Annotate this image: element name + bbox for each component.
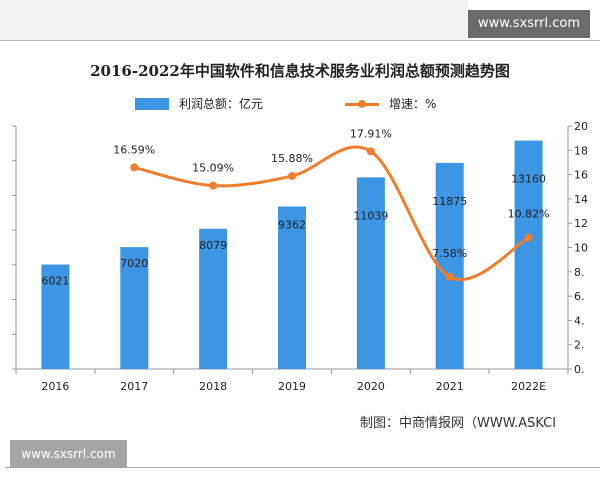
bar-value-label: 11039 <box>353 209 388 222</box>
legend-line-label: 增速：% <box>389 97 437 111</box>
legend-line: 增速：% <box>345 95 436 112</box>
watermark-top: www.sxsrrl.com <box>468 10 590 38</box>
bar <box>199 228 228 369</box>
right-tick-label: 20 <box>574 120 588 133</box>
growth-point <box>288 172 296 181</box>
x-tick-label: 2018 <box>199 380 227 393</box>
growth-value-label: 17.91% <box>350 127 392 140</box>
legend-line-swatch <box>345 98 379 110</box>
growth-value-label: 15.88% <box>271 152 313 165</box>
bar-value-label: 7020 <box>120 257 148 270</box>
right-tick-label: 16 <box>574 169 588 182</box>
x-tick-label: 2020 <box>357 380 385 393</box>
right-tick-label: 18 <box>574 144 588 157</box>
x-tick-label: 2017 <box>120 380 148 393</box>
growth-point <box>366 147 375 156</box>
growth-point <box>130 163 139 172</box>
watermark-bottom: www.sxsrrl.com <box>10 440 127 468</box>
bar <box>41 264 70 369</box>
divider <box>0 40 600 41</box>
chart-title: 2016-2022年中国软件和信息技术服务业利润总额预测趋势图 <box>90 62 510 80</box>
right-tick-label: 6. <box>574 290 585 303</box>
x-tick-label: 2022E <box>511 380 546 393</box>
growth-value-label: 10.82% <box>508 208 550 221</box>
bar-value-label: 13160 <box>511 173 546 186</box>
bar-value-label: 6021 <box>41 274 69 287</box>
right-tick-label: 12 <box>574 217 588 230</box>
bar <box>278 206 306 369</box>
bar <box>435 162 464 369</box>
divider <box>5 467 600 468</box>
right-tick-label: 4. <box>574 314 585 327</box>
bar-value-label: 8079 <box>199 239 227 252</box>
bar <box>514 140 543 369</box>
x-tick-label: 2021 <box>436 380 464 393</box>
top-band <box>0 0 468 40</box>
legend-bar-label: 利润总额：亿元 <box>179 97 264 111</box>
growth-value-label: 15.09% <box>192 162 234 175</box>
x-tick-label: 2019 <box>278 380 306 393</box>
bar <box>356 177 385 369</box>
right-tick-label: 14 <box>574 193 588 206</box>
x-tick-label: 2016 <box>41 380 69 393</box>
bar-value-label: 9362 <box>278 219 306 232</box>
right-tick-label: 0. <box>574 363 585 376</box>
bar <box>120 247 149 369</box>
growth-value-label: 7.58% <box>432 247 467 260</box>
right-tick-label: 2. <box>574 339 585 352</box>
growth-point <box>445 272 454 281</box>
legend-bar: 利润总额：亿元 <box>135 95 263 112</box>
right-tick-label: 8. <box>574 266 585 279</box>
growth-value-label: 16.59% <box>113 143 155 156</box>
right-tick-label: 10 <box>574 242 588 255</box>
source-note: 制图：中商情报网（WWW.ASKCI <box>360 416 557 431</box>
growth-point <box>209 181 218 190</box>
legend-bar-swatch <box>135 97 169 110</box>
growth-point <box>524 233 533 242</box>
bar-value-label: 11875 <box>432 195 467 208</box>
